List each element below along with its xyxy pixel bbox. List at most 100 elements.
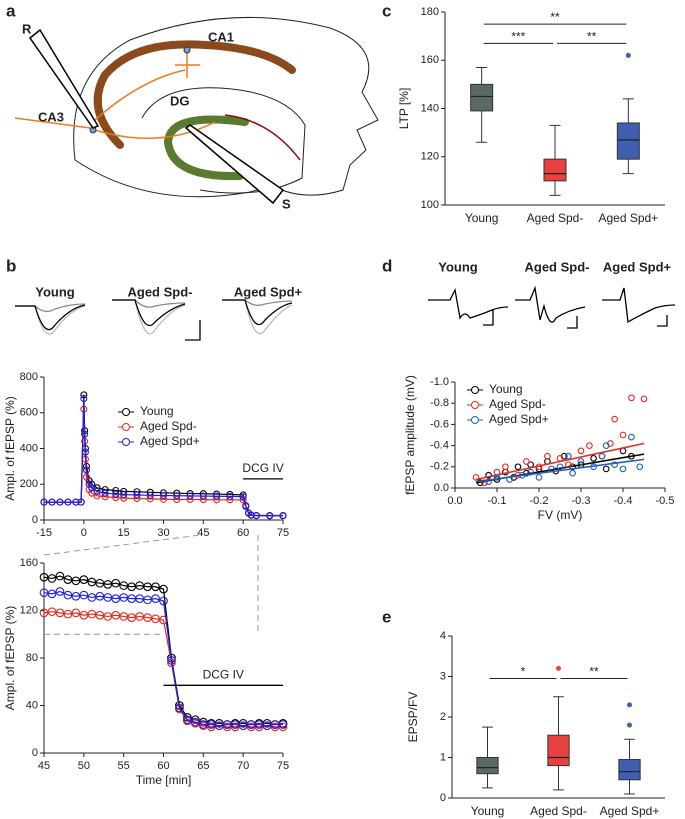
legend-label: Aged Spd+ — [489, 412, 549, 426]
x-tick-label: 65 — [197, 760, 209, 772]
diagram-label: CA3 — [38, 109, 64, 124]
data-point — [602, 442, 610, 449]
y-tick-label: 3 — [440, 670, 446, 682]
data-point — [239, 493, 247, 501]
data-point — [159, 615, 168, 625]
data-point — [133, 491, 141, 499]
outlier — [556, 665, 561, 671]
y-tick-label: 160 — [421, 54, 439, 66]
data-point — [247, 511, 255, 519]
x-tick-label: Aged Spd- — [530, 804, 587, 818]
trace-label: Aged Spd+ — [234, 284, 303, 299]
data-point — [611, 415, 618, 423]
y-tick-label: 1 — [440, 751, 446, 763]
data-point — [48, 498, 56, 506]
recording-electrode — [28, 28, 100, 129]
panel-letter: c — [382, 1, 391, 20]
data-point — [81, 448, 89, 456]
data-point — [82, 473, 91, 481]
y-tick-label: 0 — [32, 747, 38, 759]
data-point — [556, 463, 564, 471]
trace — [602, 287, 676, 324]
data-point — [226, 490, 234, 498]
data-point — [173, 495, 181, 503]
data-point — [485, 471, 492, 479]
data-point — [47, 574, 57, 583]
y-axis-label: Ampl. of fEPSP (%) — [3, 606, 17, 710]
zoom-guides — [43, 534, 259, 635]
data-point — [79, 590, 89, 600]
data-point — [112, 490, 120, 498]
y-axis-label: Ampl. of fEPSP (%) — [3, 396, 17, 500]
data-point — [213, 492, 221, 500]
data-point — [151, 582, 160, 592]
data-point — [111, 578, 121, 588]
x-tick-label: 75 — [277, 760, 289, 772]
legend-label: Aged Spd+ — [140, 434, 200, 448]
x-tick-label: Aged Spd- — [527, 211, 584, 225]
series-line — [43, 590, 283, 727]
data-point — [199, 492, 207, 500]
legend-marker — [122, 408, 130, 416]
data-point — [565, 452, 572, 460]
outlier — [627, 702, 632, 708]
data-point — [80, 391, 88, 399]
data-point — [502, 463, 509, 471]
outlier — [627, 722, 632, 728]
y-tick-label: -0.6 — [430, 418, 449, 430]
ca-field — [93, 40, 296, 149]
significance-label: ** — [589, 665, 599, 679]
x-tick-label: 60 — [237, 527, 249, 539]
data-point — [159, 495, 168, 503]
x-axis-label: Time [min] — [136, 773, 192, 787]
data-point — [577, 447, 585, 455]
y-tick-label: 160 — [20, 557, 38, 569]
data-point — [186, 492, 194, 500]
data-point — [183, 715, 192, 725]
significance-label: ** — [550, 10, 560, 24]
legend-marker — [471, 416, 479, 424]
y-axis-label: fEPSP amplitude (mV) — [403, 375, 417, 495]
panel-letter: e — [382, 607, 391, 626]
trace — [112, 299, 186, 335]
data-point — [88, 484, 96, 492]
data-point — [569, 469, 576, 477]
series-line — [44, 398, 283, 517]
y-axis-label: EPSP/FV — [406, 692, 420, 743]
significance-label: ** — [587, 30, 597, 44]
legend-marker — [122, 423, 130, 431]
fit-line — [475, 458, 645, 483]
data-point — [279, 512, 287, 520]
y-tick-label: 0.0 — [434, 482, 449, 494]
legend-label: Aged Spd- — [140, 419, 197, 433]
x-tick-label: Aged Spd+ — [600, 804, 660, 818]
y-tick-label: -1.0 — [430, 376, 449, 388]
diagram-label: CA1 — [208, 29, 234, 44]
x-tick-label: Young — [465, 211, 499, 225]
legend-label: Young — [489, 382, 523, 396]
data-point — [523, 458, 530, 465]
data-point — [619, 465, 627, 473]
panel-letter: a — [6, 1, 16, 20]
y-tick-label: 200 — [20, 478, 38, 490]
data-point — [93, 487, 101, 495]
trace — [428, 287, 509, 320]
data-point — [159, 596, 168, 606]
diagram-label: R — [22, 21, 32, 36]
y-axis-label: LTP [%] — [397, 88, 411, 130]
data-point — [77, 498, 85, 506]
significance-label: *** — [511, 30, 525, 44]
box — [547, 734, 570, 767]
ca1-neuron — [175, 50, 200, 78]
x-tick-label: -15 — [36, 527, 52, 539]
data-point — [278, 720, 288, 729]
legend-label: Aged Spd- — [489, 397, 546, 411]
x-tick-label: 0.0 — [447, 495, 462, 507]
scale-bar — [483, 310, 668, 329]
x-tick-label: 45 — [197, 527, 209, 539]
box — [470, 83, 494, 112]
data-point — [47, 589, 57, 599]
data-point — [514, 463, 522, 471]
data-point — [55, 587, 65, 596]
